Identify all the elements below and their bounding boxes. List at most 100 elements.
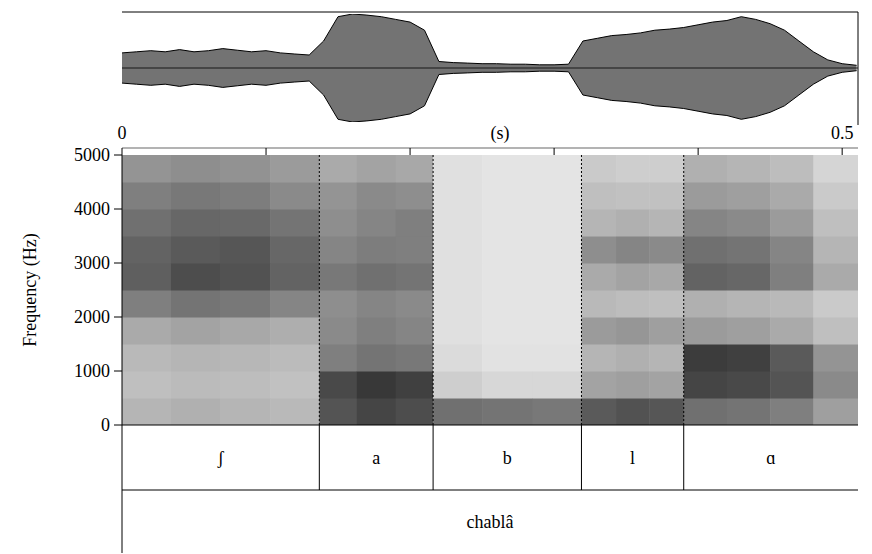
spectrogram-cell <box>813 398 858 425</box>
spectrogram-cell <box>220 209 271 237</box>
spectrogram-cell <box>396 290 434 318</box>
spectrogram-cell <box>581 344 616 372</box>
spectrogram-cell <box>727 317 771 345</box>
spectrogram-cell <box>649 317 684 345</box>
x-tick <box>122 148 123 155</box>
spectrogram-cell <box>616 155 650 183</box>
spectrogram-cell <box>270 290 319 318</box>
spectrogram-cell <box>581 155 616 183</box>
spectrogram-cell <box>649 236 684 264</box>
spectrogram-cell <box>122 209 171 237</box>
spectrogram-cell <box>649 155 684 183</box>
spectrogram-cell <box>396 263 434 291</box>
spectrogram-cell <box>684 209 728 237</box>
spectrogram-cell <box>433 371 482 399</box>
spectrogram-cell <box>532 236 581 264</box>
spectrogram-cell <box>270 344 319 372</box>
spectrogram-cell <box>684 290 728 318</box>
spectrogram-cell <box>357 317 396 345</box>
spectrogram-cell <box>649 344 684 372</box>
spectrogram-cell <box>357 236 396 264</box>
spectrogram-cell <box>532 371 581 399</box>
spectrogram-cell <box>396 371 434 399</box>
spectrogram-cell <box>220 344 271 372</box>
x-axis-label: (s) <box>491 123 510 144</box>
spectrogram-cell <box>616 398 650 425</box>
y-tick-label: 1000 <box>74 361 110 381</box>
interval-label: a <box>372 448 380 468</box>
spectrogram-cell <box>482 236 533 264</box>
spectrogram-cell <box>684 371 728 399</box>
spectrogram-plot <box>122 155 858 425</box>
spectrogram-cell <box>616 236 650 264</box>
spectrogram-cell <box>727 398 771 425</box>
spectrogram-cell <box>270 317 319 345</box>
interval-label: l <box>630 448 635 468</box>
spectrogram-cell <box>319 209 357 237</box>
y-tick <box>114 317 122 318</box>
spectrogram-cell <box>649 290 684 318</box>
spectrogram-cell <box>357 344 396 372</box>
interval-label: ɑ <box>766 448 775 468</box>
spectrogram-cell <box>813 182 858 210</box>
tier-separator <box>122 490 858 491</box>
spectrogram-cell <box>171 263 220 291</box>
waveform-frame-right <box>858 12 859 125</box>
spectrogram-cell <box>482 317 533 345</box>
spectrogram-cell <box>433 290 482 318</box>
x-tick-minor <box>410 148 411 155</box>
spectrogram-cell <box>813 317 858 345</box>
spectrogram-cell <box>396 317 434 345</box>
spectrogram-cell <box>122 182 171 210</box>
spectrogram-cell <box>171 290 220 318</box>
spectrogram-cell <box>616 317 650 345</box>
spectrogram-cell <box>357 290 396 318</box>
spectrogram-cell <box>649 263 684 291</box>
spectrogram-cell <box>171 155 220 183</box>
spectrogram-cell <box>396 344 434 372</box>
spectrogram-cell <box>727 344 771 372</box>
interval-label: chablâ <box>467 512 514 532</box>
spectrogram-cell <box>684 344 728 372</box>
x-tick-label: 0.5 <box>831 123 854 143</box>
spectrogram-cell <box>649 209 684 237</box>
spectrogram-cell <box>532 209 581 237</box>
spectrogram-cell <box>319 155 357 183</box>
y-tick <box>114 209 122 210</box>
spectrogram-cell <box>122 317 171 345</box>
spectrogram-cell <box>357 209 396 237</box>
spectrogram-cell <box>770 209 814 237</box>
spectrogram-cell <box>813 209 858 237</box>
spectrogram-cell <box>319 317 357 345</box>
spectrogram-cell <box>122 155 171 183</box>
spectrogram-cell <box>433 398 482 425</box>
spectrogram-cell <box>532 263 581 291</box>
spectrogram-cell <box>319 236 357 264</box>
spectrogram-cell <box>770 182 814 210</box>
waveform-frame-top <box>122 12 858 13</box>
segment-boundary <box>319 155 320 425</box>
spectrogram-cell <box>813 290 858 318</box>
spectrogram-cell <box>220 371 271 399</box>
spectrogram-cell <box>122 344 171 372</box>
waveform-lower <box>122 71 857 122</box>
spectrogram-cell <box>357 371 396 399</box>
spectrogram-cell <box>813 344 858 372</box>
spectrogram-cell <box>433 209 482 237</box>
spectrogram-cell <box>396 236 434 264</box>
spectrogram-cell <box>616 371 650 399</box>
waveform-baseline <box>122 68 858 69</box>
spectrogram-cell <box>649 182 684 210</box>
spectrogram-cell <box>357 398 396 425</box>
spectrogram-cell <box>171 236 220 264</box>
spectrogram-cell <box>270 398 319 425</box>
spectrogram-cell <box>319 398 357 425</box>
interval-boundary <box>581 425 582 490</box>
y-tick <box>114 155 122 156</box>
spectrogram-cell <box>813 371 858 399</box>
spectrogram-cell <box>770 317 814 345</box>
spectrogram-cell <box>122 290 171 318</box>
spectrogram-cell <box>122 236 171 264</box>
spectrogram-cell <box>482 209 533 237</box>
spectrogram-cell <box>482 371 533 399</box>
